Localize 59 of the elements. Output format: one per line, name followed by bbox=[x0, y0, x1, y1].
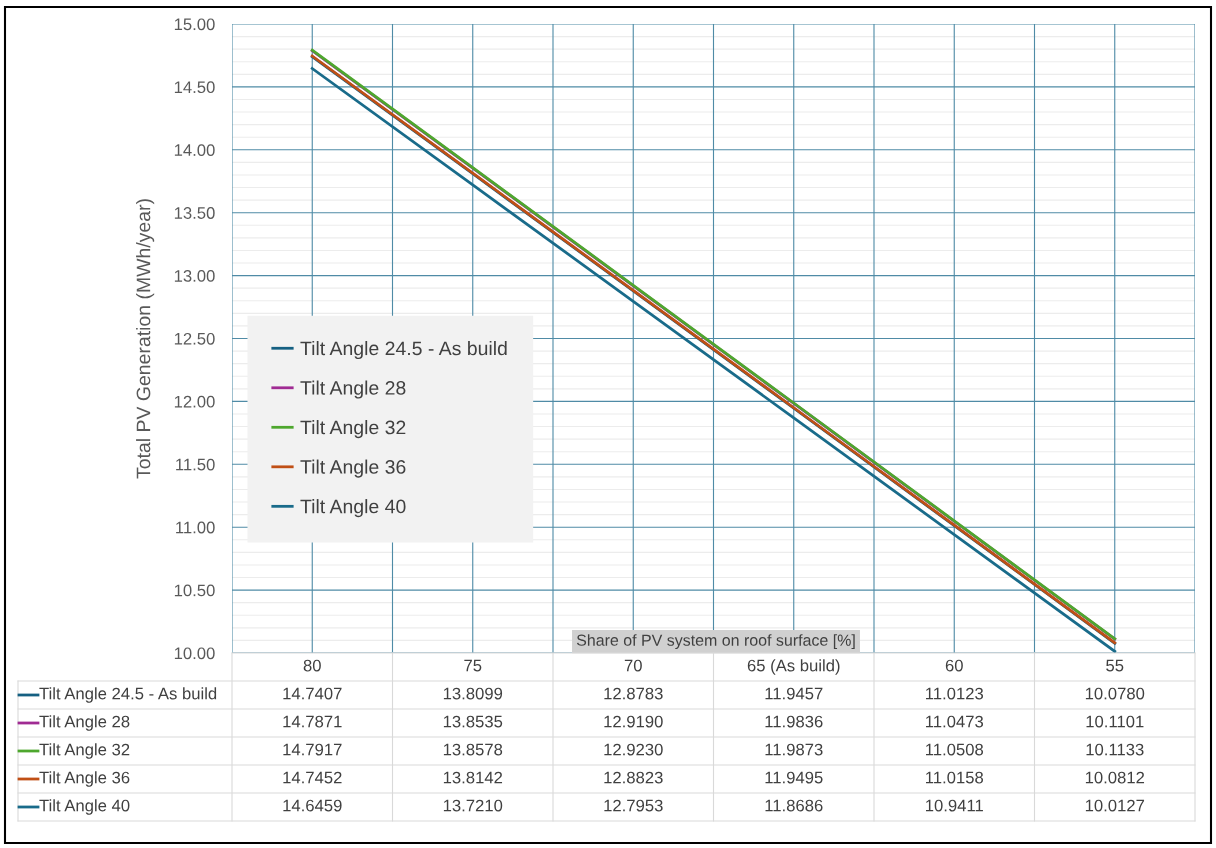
data-label: 10.0780 bbox=[1085, 687, 1145, 700]
data-label: 12.9230 bbox=[604, 743, 663, 756]
data-label: 11.0473 bbox=[926, 715, 984, 728]
data-label: 11.8686 bbox=[765, 799, 823, 812]
y-tick-label: 10.00 bbox=[174, 647, 215, 660]
text: Tilt Angle 24.5 - As build bbox=[39, 687, 217, 703]
data-label: 14.7871 bbox=[283, 715, 342, 728]
y-tick-label: 14.00 bbox=[174, 144, 215, 156]
data-label: 11.9873 bbox=[765, 743, 823, 756]
text: Tilt Angle 40 bbox=[39, 799, 130, 815]
data-label: 12.8783 bbox=[604, 687, 663, 700]
x-tick-label: 70 bbox=[624, 659, 642, 672]
data-label: 13.8578 bbox=[443, 743, 503, 756]
data-label: 13.8535 bbox=[443, 715, 503, 728]
data-label: 11.0123 bbox=[926, 687, 984, 700]
data-label: 10.9411 bbox=[926, 799, 983, 812]
y-tick-label: 15.00 bbox=[174, 18, 215, 31]
x-tick-label: 65 (As build) bbox=[747, 659, 840, 675]
y-tick-label: 13.50 bbox=[174, 207, 215, 219]
y-tick-label: 14.50 bbox=[174, 81, 215, 94]
data-label: 11.0508 bbox=[926, 743, 984, 756]
y-tick-label: 12.00 bbox=[174, 395, 215, 408]
y-tick-label: 11.00 bbox=[176, 521, 215, 534]
data-label: 10.0127 bbox=[1085, 799, 1145, 812]
data-label: 11.9495 bbox=[765, 771, 823, 784]
data-label: 13.7210 bbox=[443, 799, 503, 812]
data-label: 10.0812 bbox=[1085, 771, 1145, 784]
x-tick-label: 80 bbox=[303, 659, 321, 672]
data-label: 12.9190 bbox=[604, 715, 663, 728]
x-tick-label: 75 bbox=[464, 659, 482, 672]
legend-label: Tilt Angle 24.5 - As build bbox=[300, 340, 507, 360]
data-label: 14.6459 bbox=[283, 799, 342, 812]
legend-label: Tilt Angle 28 bbox=[300, 380, 406, 399]
y-tick-label: 10.50 bbox=[174, 584, 215, 597]
data-label: 14.7452 bbox=[283, 771, 342, 784]
x-tick-label: 60 bbox=[945, 659, 963, 672]
y-tick-label: 12.50 bbox=[174, 332, 215, 345]
data-label: 12.8823 bbox=[604, 771, 663, 784]
x-axis-title: Share of PV system on roof surface [%] bbox=[576, 634, 855, 650]
data-label: 11.9836 bbox=[765, 715, 823, 728]
data-label: 10.1133 bbox=[1086, 743, 1144, 756]
legend-label: Tilt Angle 40 bbox=[300, 499, 406, 518]
data-label: 12.7953 bbox=[604, 799, 663, 812]
legend-label: Tilt Angle 36 bbox=[300, 459, 406, 478]
data-label: 13.8142 bbox=[443, 771, 503, 784]
x-tick-label: 55 bbox=[1106, 659, 1124, 672]
data-label: 14.7917 bbox=[283, 743, 342, 756]
data-label: 10.1101 bbox=[1086, 715, 1144, 728]
y-tick-label: 11.50 bbox=[176, 458, 215, 471]
text: Tilt Angle 32 bbox=[39, 743, 130, 759]
data-label: 14.7407 bbox=[283, 687, 342, 700]
data-label: 11.9457 bbox=[765, 687, 823, 700]
text: Tilt Angle 36 bbox=[39, 771, 130, 787]
y-tick-label: 13.00 bbox=[174, 270, 215, 282]
text: Tilt Angle 28 bbox=[39, 715, 130, 731]
legend-label: Tilt Angle 32 bbox=[300, 420, 406, 439]
data-label: 13.8099 bbox=[443, 687, 503, 700]
y-axis-title: Total PV Generation (MWh/year) bbox=[136, 199, 155, 479]
data-label: 11.0158 bbox=[926, 771, 984, 784]
